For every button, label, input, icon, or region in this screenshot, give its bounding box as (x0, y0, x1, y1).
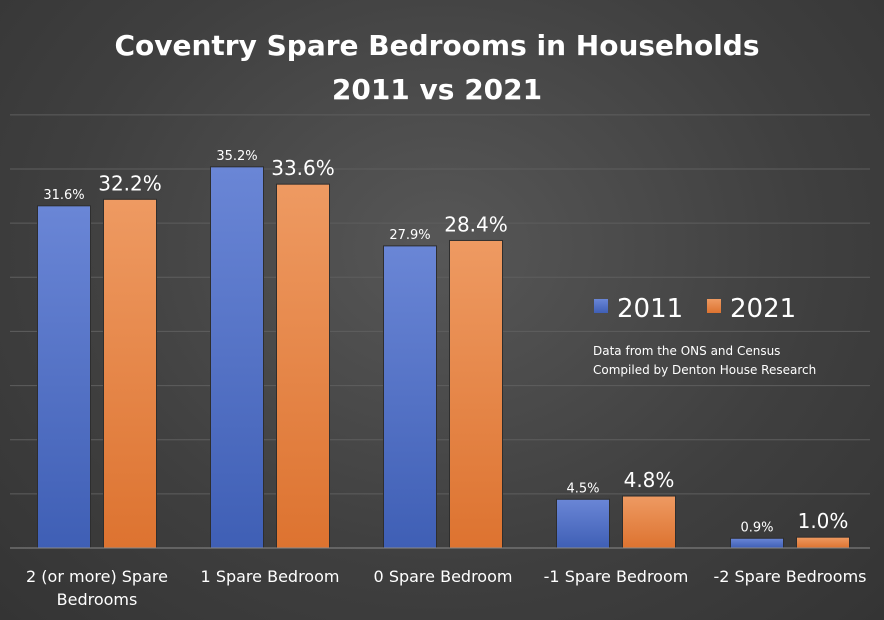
bar-2011-4 (730, 537, 784, 549)
bar-2011-2 (383, 245, 437, 549)
bar-2011-1 (210, 166, 264, 549)
category-label: Bedrooms (57, 590, 138, 609)
bar-2021-0 (103, 198, 157, 549)
category-label: -2 Spare Bedrooms (713, 567, 866, 586)
legend-swatch-2011 (594, 299, 608, 313)
bar-2011-0 (37, 205, 91, 549)
data-label-2021-0: 32.2% (98, 171, 162, 195)
category-label: 2 (or more) Spare (26, 567, 168, 586)
bar-2011-3 (556, 498, 610, 549)
data-label-2021-3: 4.8% (624, 468, 675, 492)
legend-label-2021: 2021 (730, 294, 796, 324)
data-label-2021-1: 33.6% (271, 156, 335, 180)
bar-2021-1 (276, 183, 330, 549)
data-label-2021-4: 1.0% (798, 509, 849, 533)
data-labels-group: 31.6% 35.2% 27.9% 4.5% 0.9% 32.2% 33.6% 28.4% 4.… (43, 149, 848, 535)
category-label: 1 Spare Bedroom (201, 567, 340, 586)
legend: 2011 2021 (594, 294, 796, 324)
bar-2021-4 (796, 536, 850, 549)
category-label: 0 Spare Bedroom (374, 567, 513, 586)
chart-title: Coventry Spare Bedrooms in Households (114, 29, 759, 62)
data-label-2011-3: 4.5% (566, 481, 599, 496)
data-label-2021-2: 28.4% (444, 212, 508, 236)
data-label-2011-0: 31.6% (43, 188, 84, 203)
data-label-2011-1: 35.2% (216, 149, 257, 164)
data-label-2011-4: 0.9% (740, 520, 773, 535)
category-label: -1 Spare Bedroom (544, 567, 689, 586)
annotation-line: Compiled by Denton House Research (593, 363, 816, 377)
data-label-2011-2: 27.9% (389, 228, 430, 243)
source-note: Data from the ONS and Census Compiled by … (593, 344, 816, 377)
bars-group (37, 166, 850, 549)
bar-2021-3 (622, 495, 676, 549)
annotation-line: Data from the ONS and Census (593, 344, 780, 358)
bar-2021-2 (449, 239, 503, 549)
legend-swatch-2021 (707, 299, 721, 313)
chart-subtitle: 2011 vs 2021 (332, 73, 542, 106)
legend-label-2011: 2011 (617, 294, 683, 324)
category-labels-group: 2 (or more) Spare Bedrooms 1 Spare Bedroom… (26, 567, 866, 609)
